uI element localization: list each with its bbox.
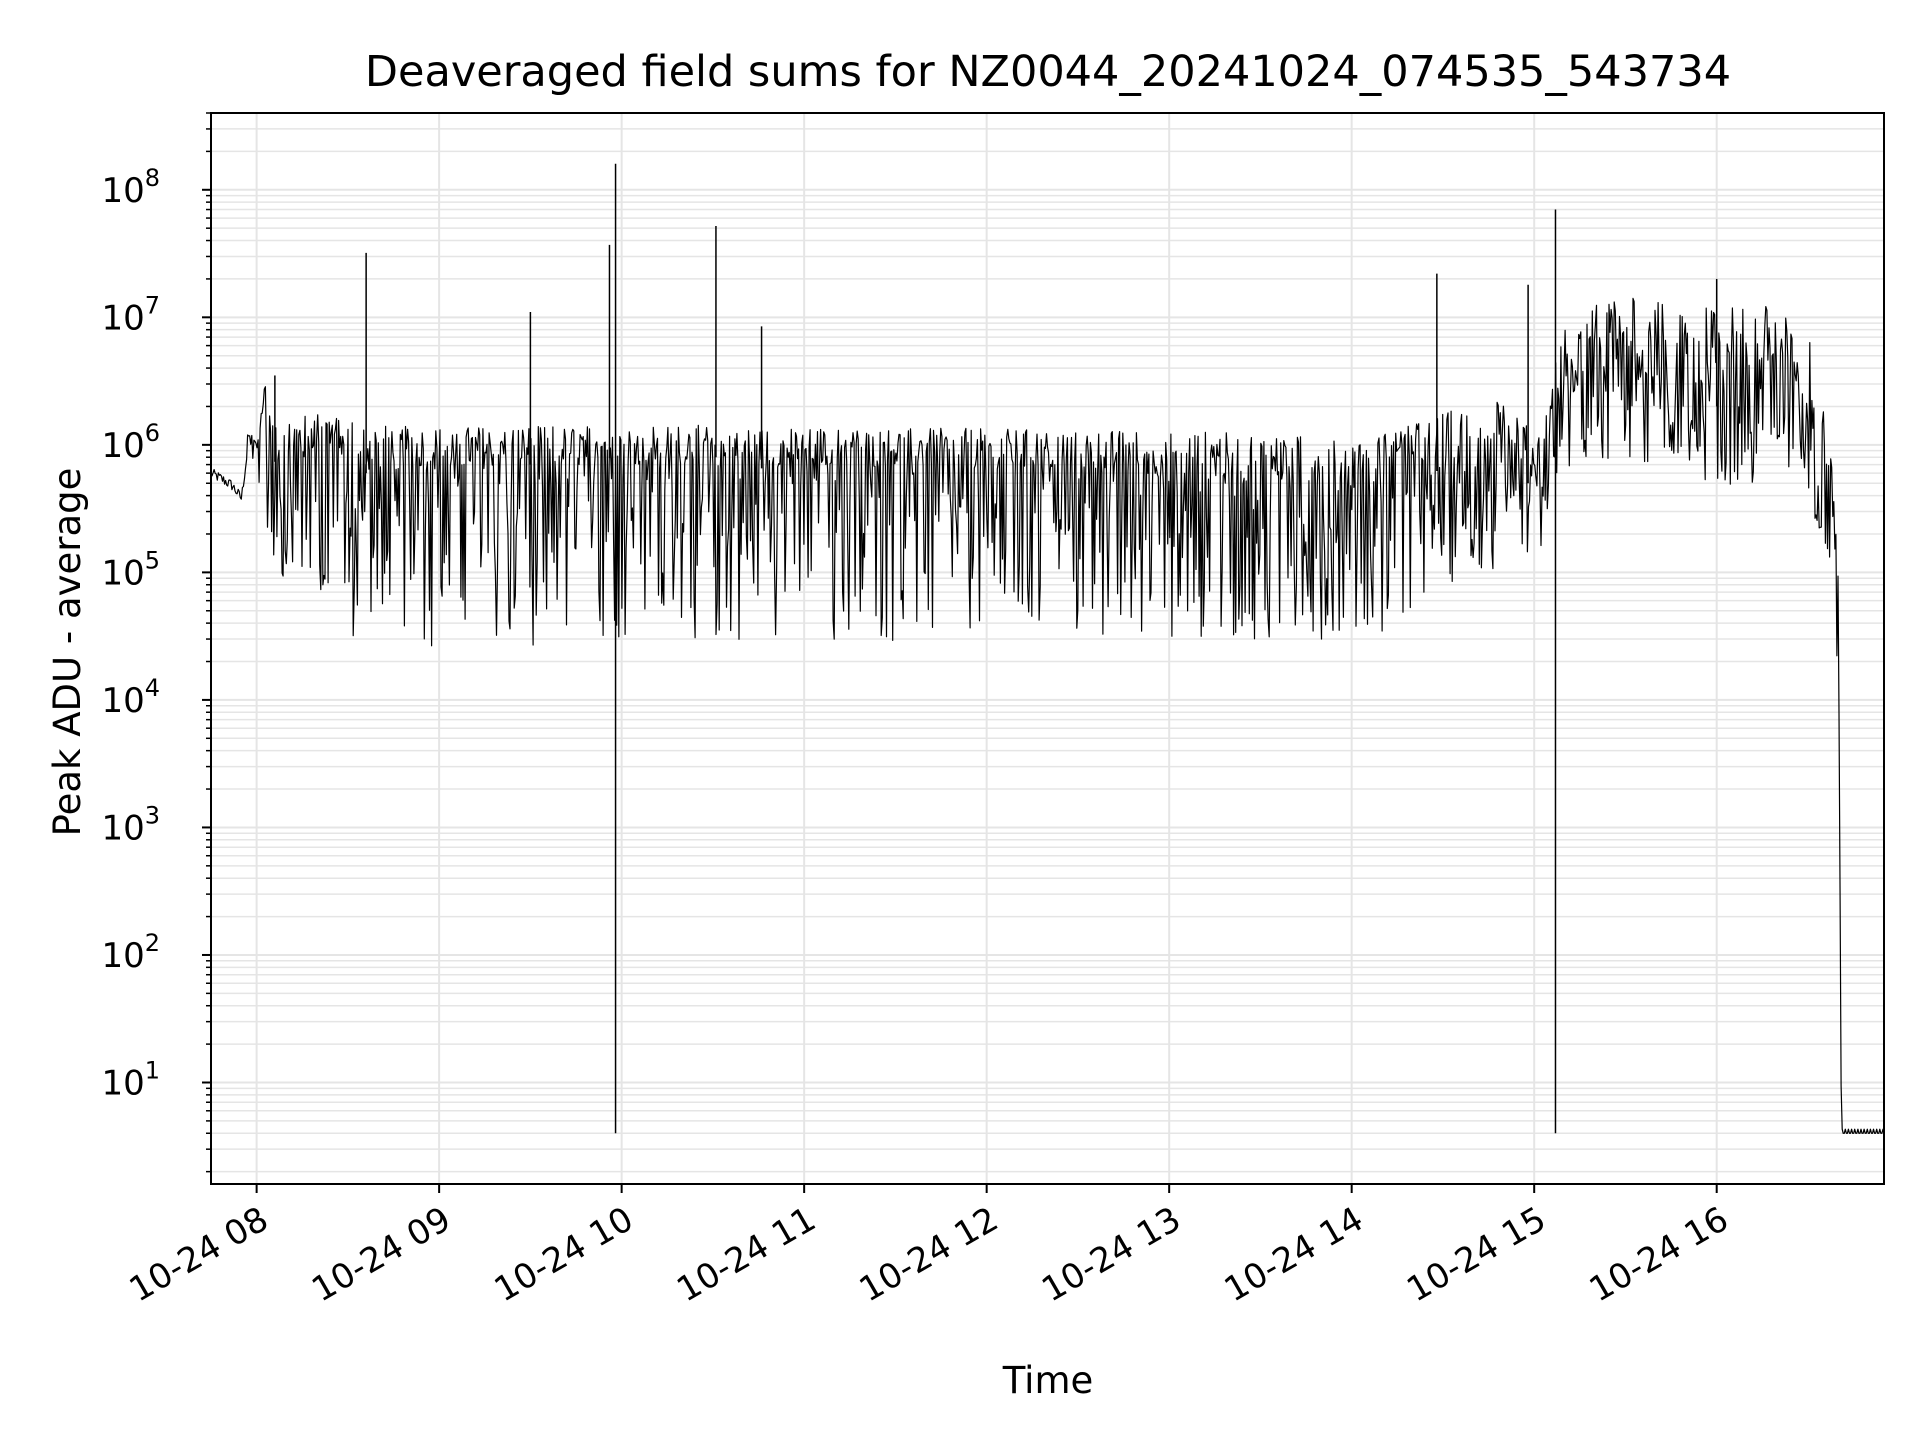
- x-axis-label: Time: [1002, 1359, 1094, 1402]
- grid: [211, 112, 1884, 1184]
- chart-title: Deaveraged field sums for NZ0044_2024102…: [365, 47, 1731, 97]
- plot-frame: [210, 112, 1885, 1185]
- data-series: [210, 163, 1885, 1134]
- series-line: [210, 297, 1885, 1134]
- y-axis-label: Peak ADU - average: [46, 468, 89, 837]
